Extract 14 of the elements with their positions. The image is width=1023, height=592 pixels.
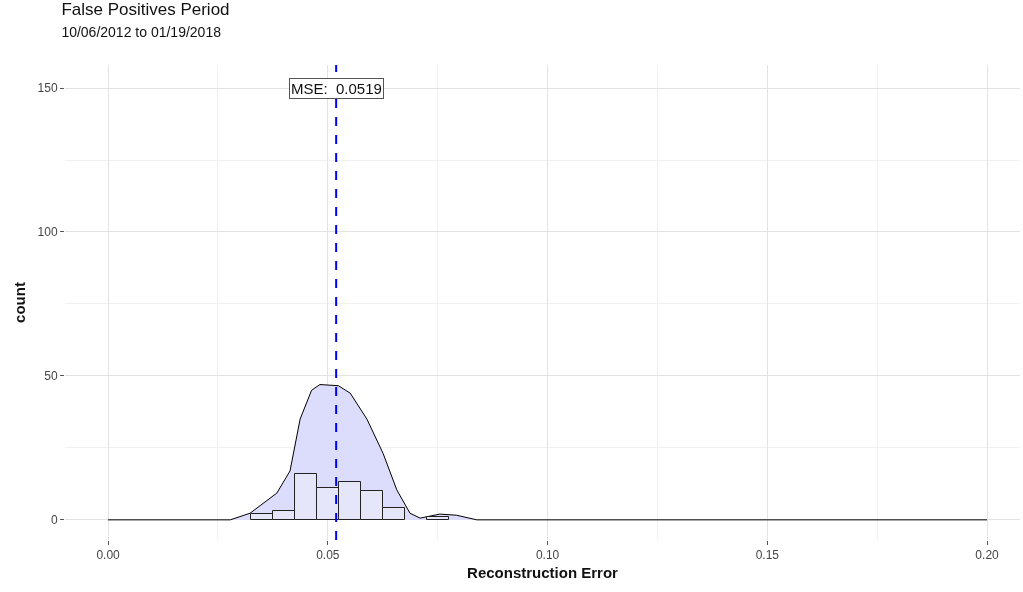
x-tick-label: 0.15 <box>755 548 780 563</box>
x-tick-label: 0.05 <box>316 548 340 563</box>
y-tick-label: 50 <box>44 369 58 384</box>
y-tick-label: 150 <box>37 81 58 96</box>
x-tick-label: 0.00 <box>96 548 121 563</box>
chart-subtitle: 10/06/2012 to 01/19/2018 <box>61 23 222 40</box>
x-axis-title: Reconstruction Error <box>467 564 619 582</box>
y-tick-label: 0 <box>50 513 58 528</box>
x-tick-label: 0.20 <box>975 548 1000 563</box>
y-axis-title: count <box>10 282 28 323</box>
chart-title: False Positives Period <box>61 0 230 19</box>
y-tick-label: 100 <box>37 225 58 240</box>
x-tick-label: 0.10 <box>535 548 560 563</box>
ref-line-label: MSE: 0.0519 <box>291 80 382 97</box>
